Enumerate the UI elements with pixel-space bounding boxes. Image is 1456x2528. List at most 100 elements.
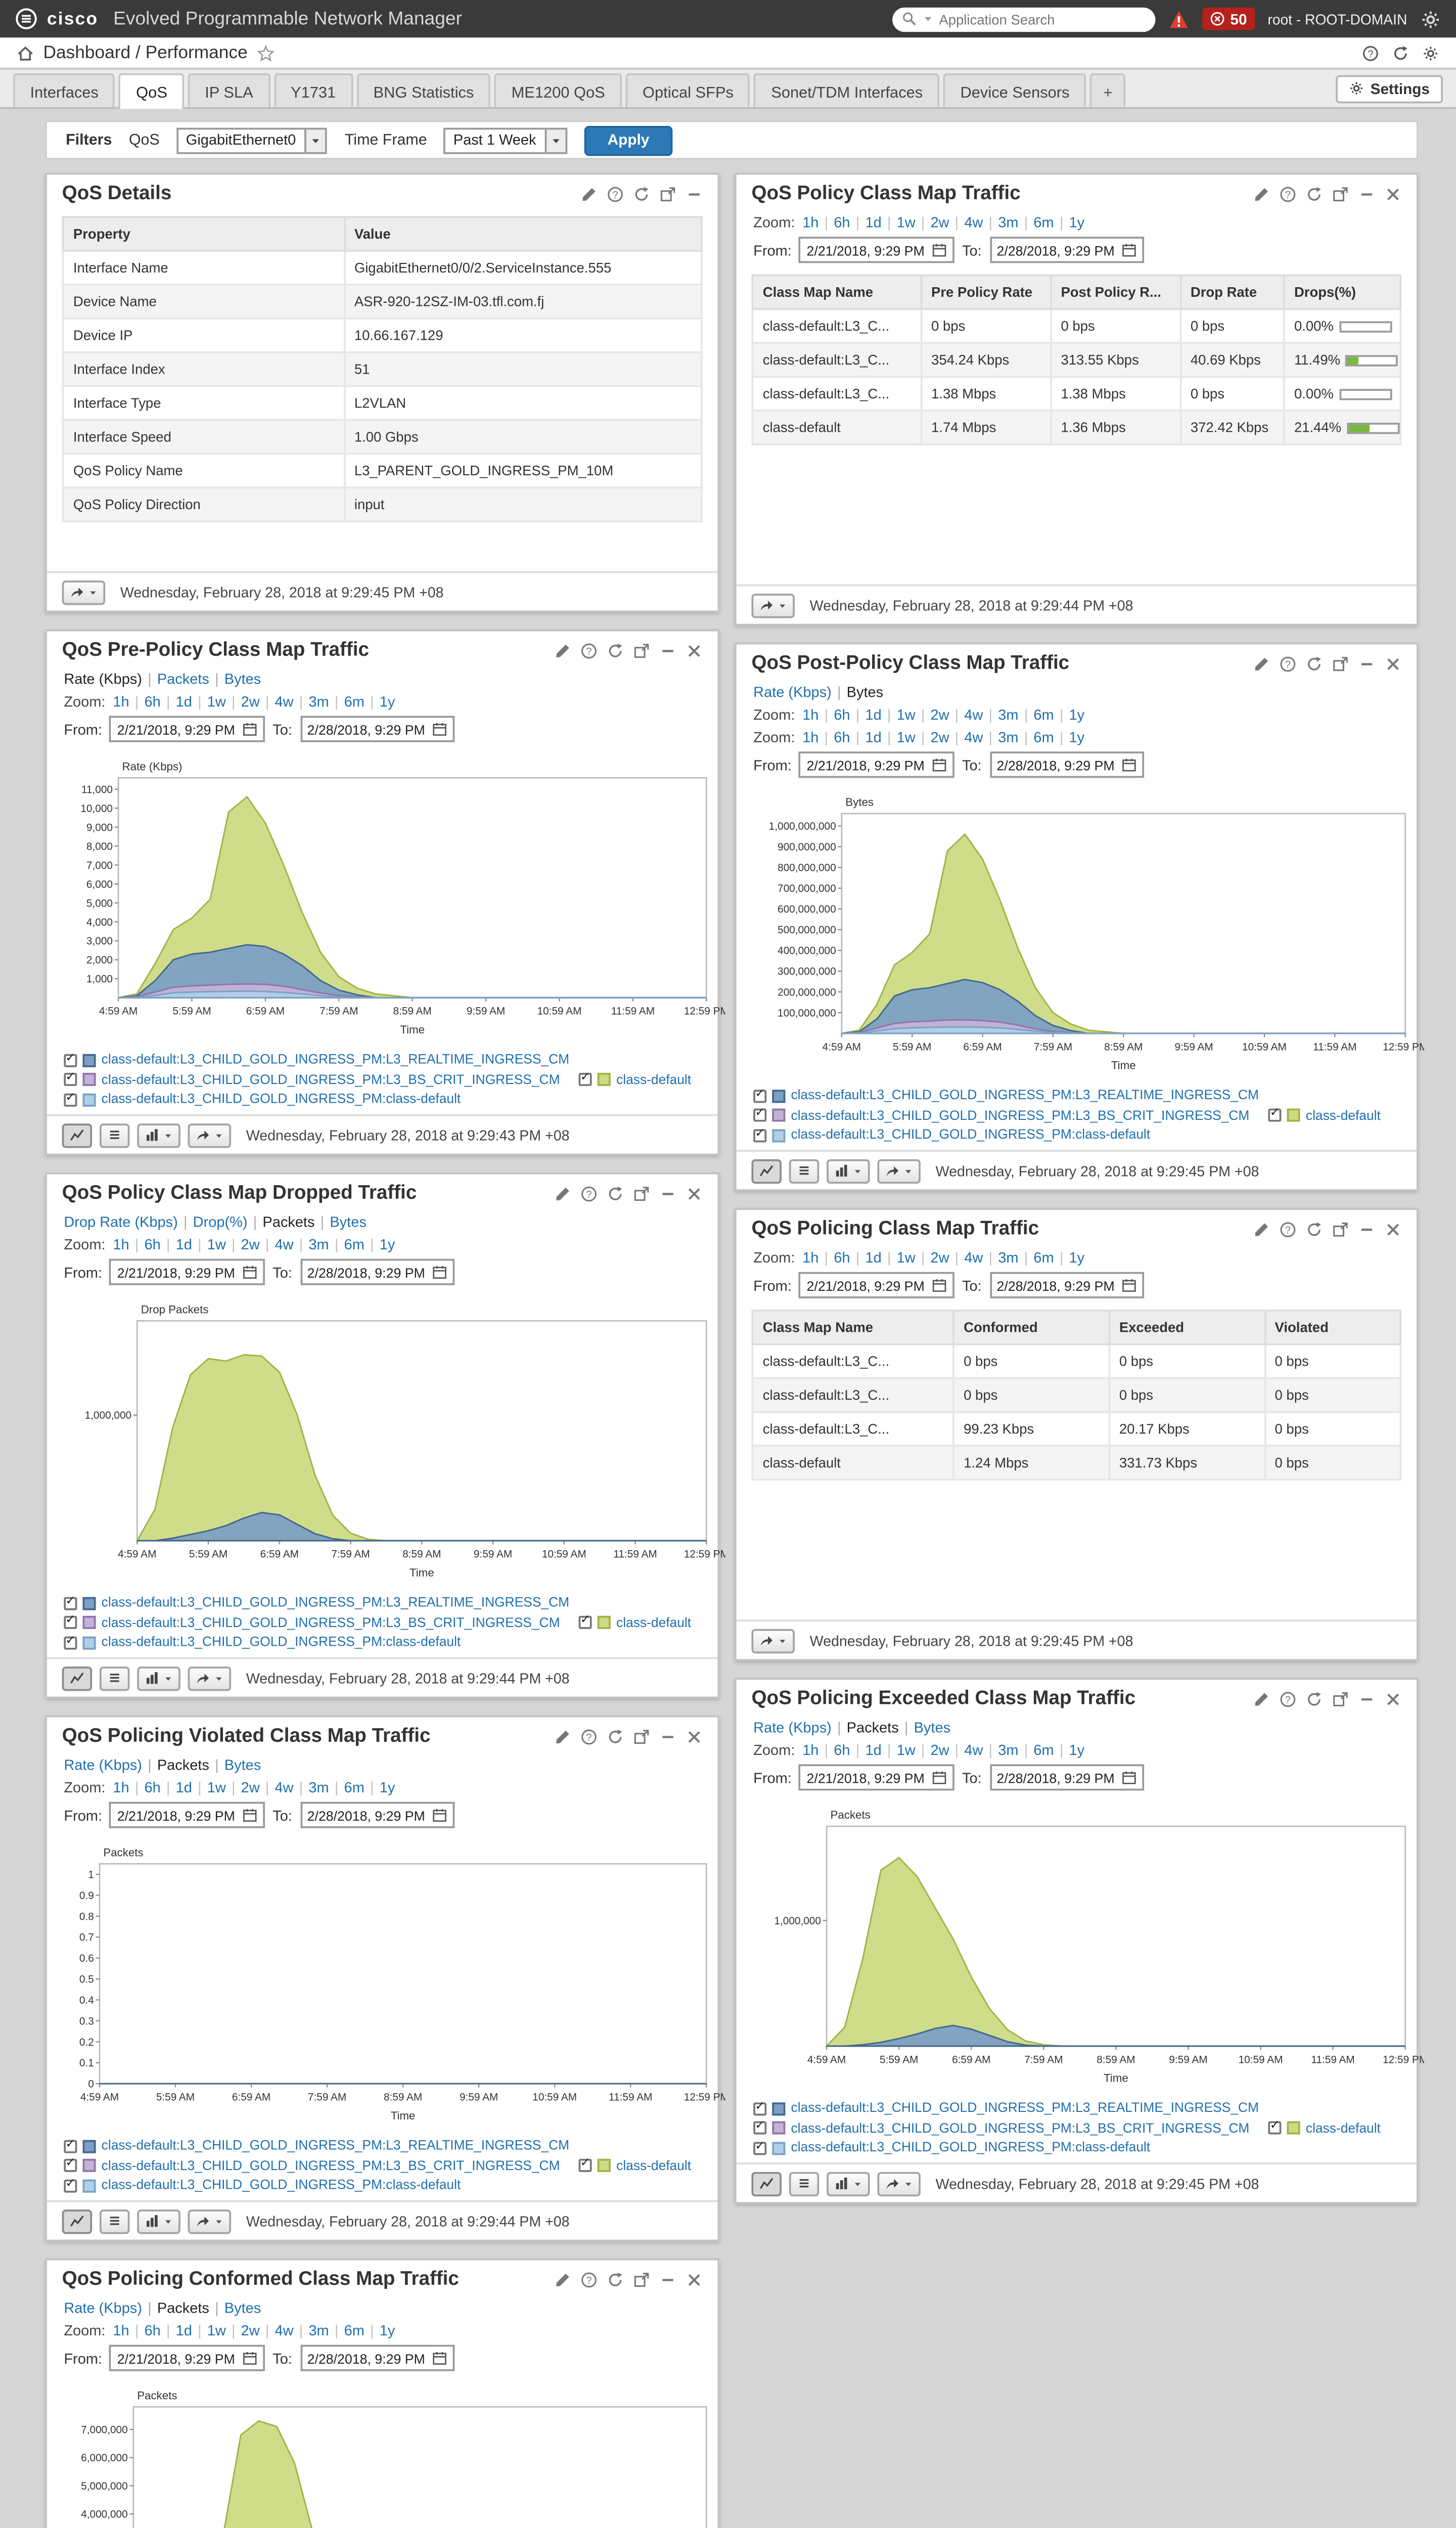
detach-icon[interactable]	[659, 186, 676, 203]
zoom-option-1h[interactable]: 1h	[802, 1248, 819, 1266]
zoom-option-6h[interactable]: 6h	[834, 213, 850, 231]
export-menu-button[interactable]	[877, 1158, 921, 1183]
tab-y1731[interactable]: Y1731	[274, 73, 353, 107]
zoom-option-1w[interactable]: 1w	[207, 1778, 226, 1795]
zoom-option-1w[interactable]: 1w	[896, 728, 916, 745]
line-chart-view-button[interactable]	[751, 1158, 782, 1183]
alert-triangle-icon[interactable]	[1168, 9, 1189, 29]
zoom-option-6h[interactable]: 6h	[144, 1778, 161, 1795]
favorite-star-icon[interactable]	[257, 44, 274, 61]
metric-link[interactable]: Bytes	[846, 684, 884, 701]
column-header[interactable]: Conformed	[952, 1310, 1110, 1345]
zoom-option-3m[interactable]: 3m	[998, 1740, 1019, 1758]
chart-type-menu-button[interactable]	[137, 1122, 180, 1147]
detach-icon[interactable]	[1332, 186, 1349, 203]
zoom-option-2w[interactable]: 2w	[241, 692, 260, 709]
legend-checkbox[interactable]	[64, 1596, 77, 1609]
tab-bng-statistics[interactable]: BNG Statistics	[356, 73, 491, 107]
legend-checkbox[interactable]	[64, 2139, 77, 2152]
to-date-input[interactable]: 2/28/2018, 9:29 PM	[299, 715, 456, 742]
export-menu-button[interactable]	[188, 2208, 232, 2233]
legend-checkbox[interactable]	[1268, 1108, 1282, 1122]
from-date-input[interactable]: 2/21/2018, 9:29 PM	[109, 1801, 265, 1828]
calendar-icon[interactable]	[1122, 1278, 1138, 1293]
calendar-icon[interactable]	[932, 1770, 947, 1785]
collapse-icon[interactable]	[659, 1186, 676, 1202]
zoom-option-2w[interactable]: 2w	[930, 1248, 949, 1266]
zoom-option-1y[interactable]: 1y	[379, 692, 395, 709]
help-icon[interactable]: ?	[1362, 44, 1379, 61]
zoom-option-3m[interactable]: 3m	[308, 1778, 329, 1795]
refresh-icon[interactable]	[1306, 186, 1323, 203]
metric-link[interactable]: Bytes	[224, 1756, 261, 1774]
zoom-option-6m[interactable]: 6m	[344, 1778, 365, 1795]
table-view-button[interactable]	[789, 1158, 820, 1183]
chart-type-menu-button[interactable]	[827, 1158, 870, 1183]
edit-icon[interactable]	[1253, 1691, 1270, 1708]
export-menu-button[interactable]	[188, 1665, 232, 1690]
table-view-button[interactable]	[789, 2171, 820, 2196]
edit-icon[interactable]	[554, 1186, 571, 1202]
zoom-option-1d[interactable]: 1d	[175, 1235, 192, 1252]
calendar-icon[interactable]	[433, 1808, 448, 1823]
detach-icon[interactable]	[633, 2272, 650, 2288]
legend-checkbox[interactable]	[578, 1072, 592, 1086]
zoom-option-6h[interactable]: 6h	[144, 1235, 161, 1252]
legend-label[interactable]: class-default:L3_CHILD_GOLD_INGRESS_PM:L…	[791, 2120, 1250, 2136]
tab-optical-sfps[interactable]: Optical SFPs	[625, 73, 751, 107]
edit-icon[interactable]	[554, 1729, 571, 1745]
detach-icon[interactable]	[1332, 1691, 1349, 1708]
help-icon[interactable]: ?	[580, 1729, 597, 1745]
legend-label[interactable]: class-default:L3_CHILD_GOLD_INGRESS_PM:L…	[101, 1615, 560, 1630]
collapse-icon[interactable]	[659, 643, 676, 659]
column-header[interactable]: Exceeded	[1108, 1310, 1265, 1345]
zoom-option-1y[interactable]: 1y	[379, 1778, 395, 1795]
column-header[interactable]: Value	[343, 216, 703, 252]
zoom-option-1d[interactable]: 1d	[175, 1778, 192, 1795]
legend-checkbox[interactable]	[753, 1089, 767, 1102]
legend-label[interactable]: class-default:L3_CHILD_GOLD_INGRESS_PM:c…	[791, 2140, 1151, 2155]
zoom-option-2w[interactable]: 2w	[241, 2321, 260, 2338]
tab-device-sensors[interactable]: Device Sensors	[943, 73, 1086, 107]
caret-down-icon[interactable]	[545, 128, 566, 152]
to-date-input[interactable]: 2/28/2018, 9:29 PM	[299, 1801, 456, 1828]
legend-checkbox[interactable]	[64, 2178, 77, 2192]
line-chart-view-button[interactable]	[62, 1665, 93, 1690]
calendar-icon[interactable]	[243, 721, 258, 737]
edit-icon[interactable]	[1253, 656, 1270, 672]
zoom-option-1h[interactable]: 1h	[113, 1235, 129, 1252]
zoom-option-1d[interactable]: 1d	[175, 692, 192, 709]
legend-label[interactable]: class-default:L3_CHILD_GOLD_INGRESS_PM:c…	[101, 1635, 461, 1650]
export-menu-button[interactable]	[751, 1628, 795, 1653]
help-icon[interactable]: ?	[1280, 1221, 1296, 1238]
metric-link[interactable]: Rate (Kbps)	[753, 1719, 832, 1736]
zoom-option-1h[interactable]: 1h	[113, 2321, 129, 2338]
refresh-icon[interactable]	[607, 643, 623, 659]
from-date-input[interactable]: 2/21/2018, 9:29 PM	[799, 751, 955, 778]
zoom-option-3m[interactable]: 3m	[998, 728, 1019, 745]
calendar-icon[interactable]	[433, 721, 448, 737]
zoom-option-1d[interactable]: 1d	[865, 213, 882, 231]
zoom-option-4w[interactable]: 4w	[275, 1778, 294, 1795]
column-header[interactable]: Class Map Name	[751, 1310, 954, 1345]
column-header[interactable]: Drop Rate	[1179, 274, 1285, 310]
column-header[interactable]: Class Map Name	[751, 274, 922, 310]
from-date-input[interactable]: 2/21/2018, 9:29 PM	[799, 1764, 955, 1791]
from-date-input[interactable]: 2/21/2018, 9:29 PM	[109, 2344, 265, 2371]
legend-checkbox[interactable]	[753, 1128, 767, 1142]
search-input[interactable]	[939, 10, 1146, 27]
chart-type-menu-button[interactable]	[137, 2208, 180, 2233]
legend-label[interactable]: class-default	[616, 1072, 692, 1087]
zoom-option-1y[interactable]: 1y	[1069, 1740, 1085, 1758]
zoom-option-3m[interactable]: 3m	[308, 692, 329, 709]
column-header[interactable]: Pre Policy Rate	[920, 274, 1052, 310]
metric-link[interactable]: Bytes	[224, 2299, 261, 2317]
dashboard-settings-button[interactable]: Settings	[1336, 74, 1443, 103]
user-menu[interactable]: root - ROOT-DOMAIN	[1267, 10, 1407, 27]
tab-interfaces[interactable]: Interfaces	[13, 73, 116, 107]
breadcrumb[interactable]: Dashboard / Performance	[43, 42, 248, 63]
zoom-option-1d[interactable]: 1d	[865, 1248, 882, 1266]
zoom-option-1w[interactable]: 1w	[896, 705, 916, 723]
menu-icon[interactable]	[15, 8, 38, 30]
metric-link[interactable]: Drop Rate (Kbps)	[64, 1213, 178, 1231]
